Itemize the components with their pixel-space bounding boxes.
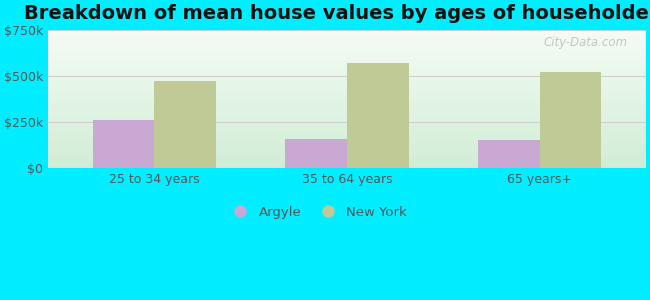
Bar (92, 120, 154, 169)
Text: City-Data.com: City-Data.com (544, 36, 628, 49)
Bar (154, 81, 216, 169)
Legend: Argyle, New York: Argyle, New York (222, 200, 413, 224)
Bar (478, 140, 540, 169)
Bar (285, 139, 347, 169)
Title: Breakdown of mean house values by ages of householders: Breakdown of mean house values by ages o… (24, 4, 650, 23)
Bar (347, 63, 409, 169)
Bar (540, 72, 601, 169)
